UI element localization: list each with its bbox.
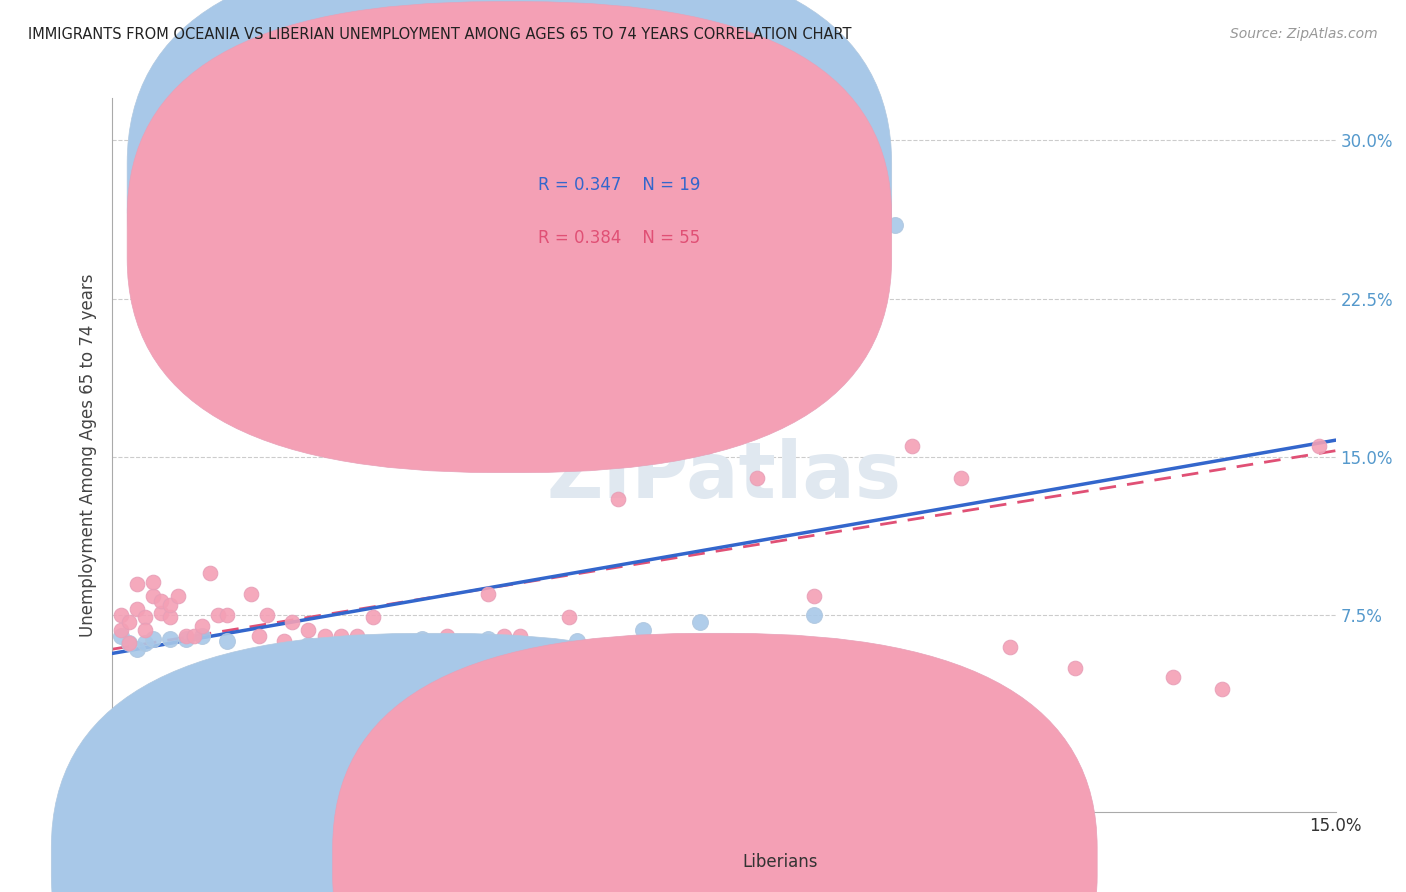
Point bbox=[803, 590, 825, 604]
Point bbox=[900, 440, 922, 454]
Point bbox=[159, 610, 181, 624]
Text: R = 0.347    N = 19: R = 0.347 N = 19 bbox=[538, 177, 700, 194]
Point bbox=[215, 608, 238, 623]
Point bbox=[110, 630, 132, 644]
Point bbox=[110, 623, 132, 637]
Point bbox=[142, 632, 165, 646]
Point bbox=[419, 665, 441, 680]
Text: ZIPatlas: ZIPatlas bbox=[547, 438, 901, 515]
Point bbox=[224, 680, 246, 694]
Text: R = 0.384    N = 55: R = 0.384 N = 55 bbox=[538, 229, 700, 247]
Point bbox=[125, 576, 148, 591]
Point bbox=[314, 630, 336, 644]
Point bbox=[411, 632, 433, 646]
Point bbox=[884, 218, 907, 232]
Point bbox=[207, 608, 229, 623]
Point bbox=[631, 623, 654, 637]
Text: Source: ZipAtlas.com: Source: ZipAtlas.com bbox=[1230, 27, 1378, 41]
Point bbox=[387, 655, 409, 669]
Point bbox=[110, 608, 132, 623]
Text: Immigrants from Oceania: Immigrants from Oceania bbox=[461, 853, 673, 871]
Point bbox=[191, 619, 214, 633]
FancyBboxPatch shape bbox=[52, 633, 815, 892]
Point bbox=[1211, 682, 1233, 697]
FancyBboxPatch shape bbox=[127, 0, 891, 420]
Point bbox=[134, 623, 156, 637]
Point bbox=[558, 610, 581, 624]
Text: IMMIGRANTS FROM OCEANIA VS LIBERIAN UNEMPLOYMENT AMONG AGES 65 TO 74 YEARS CORRE: IMMIGRANTS FROM OCEANIA VS LIBERIAN UNEM… bbox=[28, 27, 852, 42]
FancyBboxPatch shape bbox=[127, 2, 891, 473]
Point bbox=[247, 630, 270, 644]
Point bbox=[150, 607, 173, 621]
Point bbox=[240, 587, 263, 601]
Point bbox=[689, 615, 711, 629]
Point bbox=[346, 630, 368, 644]
Point bbox=[273, 633, 295, 648]
Point bbox=[118, 636, 141, 650]
Point bbox=[247, 650, 270, 665]
FancyBboxPatch shape bbox=[333, 633, 1097, 892]
Point bbox=[118, 615, 141, 629]
Point bbox=[949, 471, 972, 485]
Point bbox=[492, 630, 515, 644]
Point bbox=[404, 659, 426, 673]
Point bbox=[370, 650, 392, 665]
FancyBboxPatch shape bbox=[467, 134, 834, 262]
Point bbox=[174, 630, 197, 644]
Point bbox=[134, 610, 156, 624]
Point bbox=[745, 471, 768, 485]
Point bbox=[125, 602, 148, 616]
Point bbox=[607, 492, 630, 507]
Point bbox=[451, 653, 474, 667]
Point bbox=[803, 608, 825, 623]
Point bbox=[142, 590, 165, 604]
Point bbox=[1161, 670, 1184, 684]
Y-axis label: Unemployment Among Ages 65 to 74 years: Unemployment Among Ages 65 to 74 years bbox=[79, 273, 97, 637]
Point bbox=[477, 587, 499, 601]
Point bbox=[166, 590, 188, 604]
Point bbox=[998, 640, 1021, 654]
Point bbox=[477, 632, 499, 646]
Point bbox=[118, 636, 141, 650]
Point bbox=[346, 386, 368, 401]
Point bbox=[297, 638, 319, 652]
Point bbox=[125, 642, 148, 657]
Point bbox=[159, 632, 181, 646]
Point bbox=[363, 610, 385, 624]
Point bbox=[232, 661, 254, 675]
Point bbox=[256, 608, 278, 623]
Point bbox=[696, 440, 718, 454]
Point bbox=[655, 440, 678, 454]
Point bbox=[1308, 440, 1330, 454]
Point bbox=[297, 623, 319, 637]
Point bbox=[329, 630, 352, 644]
Point bbox=[436, 630, 458, 644]
Point bbox=[1063, 661, 1085, 675]
Point bbox=[200, 566, 222, 581]
Point bbox=[159, 598, 181, 612]
Point bbox=[567, 633, 589, 648]
Point bbox=[191, 630, 214, 644]
Point bbox=[183, 630, 205, 644]
Point bbox=[142, 574, 165, 589]
Point bbox=[281, 615, 304, 629]
Point bbox=[174, 632, 197, 646]
Point bbox=[134, 636, 156, 650]
Point bbox=[215, 633, 238, 648]
Text: Liberians: Liberians bbox=[742, 853, 818, 871]
Point bbox=[150, 593, 173, 607]
Point bbox=[509, 630, 531, 644]
